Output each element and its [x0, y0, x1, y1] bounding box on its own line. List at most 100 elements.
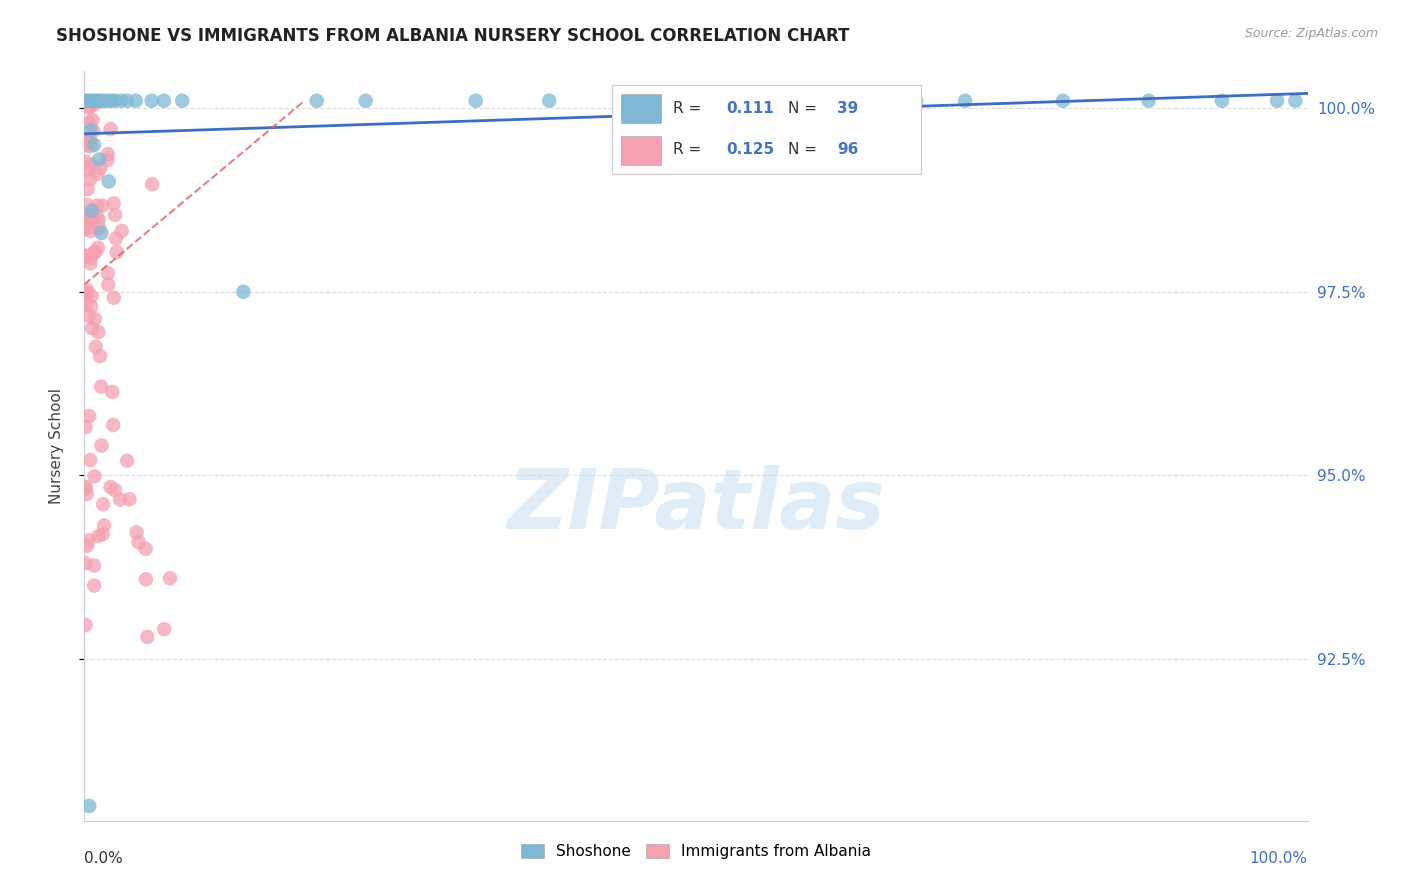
Point: [103, 196, 125, 211]
Point: [105, 245, 128, 260]
Point: [1265, 94, 1288, 108]
Point: [77, 138, 100, 153]
Point: [135, 541, 157, 556]
Point: [79, 256, 101, 270]
Point: [80, 158, 103, 172]
Point: [75, 222, 97, 236]
Point: [115, 94, 138, 108]
Point: [90, 438, 112, 452]
Text: SHOSHONE VS IMMIGRANTS FROM ALBANIA NURSERY SCHOOL CORRELATION CHART: SHOSHONE VS IMMIGRANTS FROM ALBANIA NURS…: [56, 27, 849, 45]
Point: [141, 178, 163, 192]
Point: [84, 245, 107, 260]
Point: [118, 492, 141, 507]
Point: [82, 123, 104, 137]
Point: [82, 212, 104, 227]
Point: [153, 622, 176, 636]
Point: [79, 94, 101, 108]
Point: [91, 527, 114, 541]
Point: [93, 518, 115, 533]
Text: 100.0%: 100.0%: [1250, 851, 1308, 865]
Point: [97, 147, 120, 161]
Point: [83, 137, 105, 152]
Point: [89, 349, 111, 363]
Point: [77, 409, 100, 423]
Point: [84, 94, 107, 108]
Point: [76, 285, 98, 300]
Point: [1052, 94, 1074, 108]
Point: [82, 94, 104, 108]
Point: [135, 572, 157, 586]
Point: [76, 182, 98, 196]
Point: [97, 266, 120, 280]
Point: [87, 241, 110, 255]
Point: [77, 309, 100, 323]
Point: [103, 291, 125, 305]
Point: [80, 289, 103, 303]
Point: [83, 558, 105, 573]
Point: [93, 94, 115, 108]
Point: [79, 123, 101, 137]
Point: [612, 94, 634, 108]
Point: [108, 492, 131, 507]
Text: 0.111: 0.111: [725, 102, 773, 116]
Text: N =: N =: [787, 143, 821, 157]
Y-axis label: Nursery School: Nursery School: [49, 388, 63, 504]
Text: 96: 96: [838, 143, 859, 157]
Point: [77, 115, 100, 129]
Point: [96, 153, 118, 167]
Point: [87, 529, 110, 543]
Text: 0.125: 0.125: [725, 143, 775, 157]
Point: [87, 213, 110, 227]
Point: [76, 249, 98, 263]
Point: [83, 245, 105, 260]
Point: [77, 101, 100, 115]
Point: [79, 133, 101, 147]
Point: [89, 161, 111, 175]
Point: [87, 153, 110, 167]
Point: [89, 94, 111, 108]
FancyBboxPatch shape: [621, 94, 661, 123]
Point: [75, 94, 97, 108]
Point: [305, 94, 328, 108]
Point: [464, 94, 486, 108]
Point: [90, 226, 112, 240]
Text: ZIPatlas: ZIPatlas: [508, 466, 884, 547]
Point: [1284, 94, 1306, 108]
Text: Source: ZipAtlas.com: Source: ZipAtlas.com: [1244, 27, 1378, 40]
Point: [80, 300, 103, 314]
Point: [100, 122, 122, 136]
Point: [77, 134, 100, 148]
FancyBboxPatch shape: [621, 136, 661, 165]
Point: [101, 417, 124, 432]
Point: [97, 175, 120, 189]
Point: [82, 112, 104, 127]
Point: [153, 94, 176, 108]
Point: [91, 497, 114, 511]
Point: [97, 277, 120, 292]
Point: [75, 480, 97, 494]
Point: [89, 221, 111, 235]
Point: [128, 535, 150, 549]
Point: [75, 297, 97, 311]
Point: [104, 208, 127, 222]
Point: [80, 224, 103, 238]
Text: R =: R =: [673, 143, 707, 157]
Point: [75, 286, 97, 301]
Point: [83, 578, 105, 592]
Point: [807, 94, 830, 108]
Text: 39: 39: [838, 102, 859, 116]
Point: [76, 95, 98, 109]
Point: [77, 799, 100, 814]
Point: [1137, 94, 1160, 108]
Point: [75, 481, 97, 495]
Text: 0.0%: 0.0%: [84, 851, 124, 865]
Point: [111, 224, 134, 238]
Point: [104, 231, 127, 245]
Point: [80, 203, 103, 218]
Point: [84, 340, 107, 354]
Point: [953, 94, 976, 108]
Text: R =: R =: [673, 102, 707, 116]
Point: [75, 207, 97, 221]
Point: [905, 94, 928, 108]
Point: [76, 162, 98, 177]
